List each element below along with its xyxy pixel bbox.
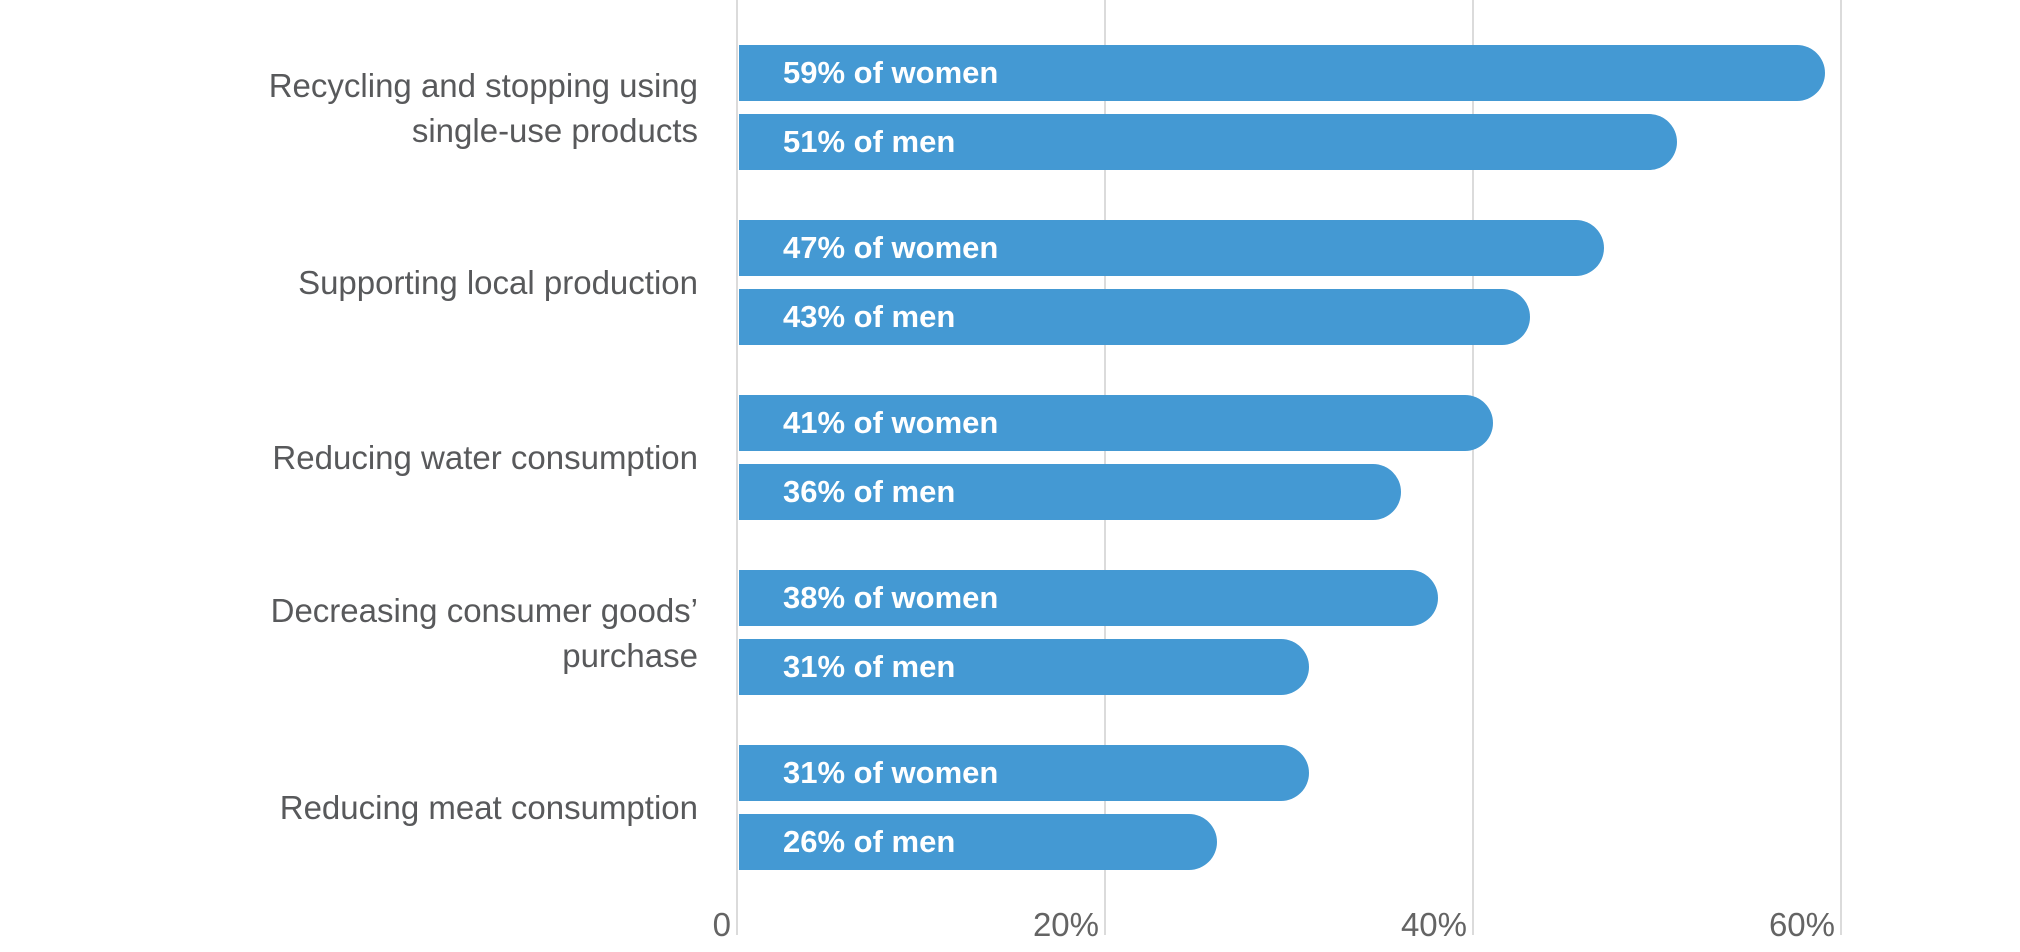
bar-women: 31% of women xyxy=(739,745,1310,801)
bar-value-label: 59% of women xyxy=(783,55,999,90)
category-label: Decreasing consumer goods’ purchase xyxy=(270,591,698,674)
gridline-40% xyxy=(1472,0,1474,935)
gridline-60% xyxy=(1840,0,1842,935)
bar-men: 26% of men xyxy=(739,814,1218,870)
bar-men: 31% of men xyxy=(739,639,1310,695)
bar-women: 59% of women xyxy=(739,45,1825,101)
x-tick-label: 20% xyxy=(1032,906,1099,943)
bar-women: 38% of women xyxy=(739,570,1439,626)
bar-value-label: 51% of men xyxy=(783,124,956,159)
bar-women: 41% of women xyxy=(739,395,1494,451)
x-tick-label: 40% xyxy=(1400,906,1467,943)
category-label: Recycling and stopping using single-use … xyxy=(268,66,698,149)
category-label: Reducing meat consumption xyxy=(279,789,698,826)
bar-value-label: 47% of women xyxy=(783,230,999,265)
bar-value-label: 41% of women xyxy=(783,405,999,440)
bar-value-label: 38% of women xyxy=(783,580,999,615)
bar-women: 47% of women xyxy=(739,220,1604,276)
bar-value-label: 31% of women xyxy=(783,755,999,790)
bar-men: 43% of men xyxy=(739,289,1531,345)
x-tick-label: 60% xyxy=(1768,906,1835,943)
category-label: Reducing water consumption xyxy=(272,439,698,476)
gridline-0 xyxy=(736,0,738,935)
bar-value-label: 26% of men xyxy=(783,824,956,859)
bar-men: 36% of men xyxy=(739,464,1402,520)
category-label: Supporting local production xyxy=(298,264,698,301)
x-tick-label: 0 xyxy=(712,906,731,943)
bar-value-label: 43% of men xyxy=(783,299,956,334)
bar-value-label: 31% of men xyxy=(783,649,956,684)
bar-men: 51% of men xyxy=(739,114,1678,170)
bar-value-label: 36% of men xyxy=(783,474,956,509)
